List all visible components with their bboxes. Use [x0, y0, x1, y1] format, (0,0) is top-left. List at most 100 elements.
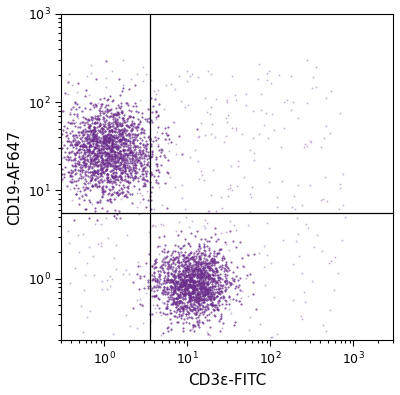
Point: [91, 132, 97, 138]
Point: [211, 296, 217, 302]
Point: [126, 166, 132, 173]
Point: [74, 188, 80, 194]
Point: [185, 250, 191, 257]
Point: [184, 254, 190, 260]
Point: [204, 257, 210, 263]
Point: [98, 170, 105, 177]
Point: [218, 257, 225, 263]
Point: [177, 280, 183, 286]
Point: [82, 135, 89, 141]
Point: [176, 310, 182, 317]
Point: [288, 107, 294, 113]
Point: [98, 161, 104, 167]
Point: [165, 324, 171, 331]
Point: [194, 273, 201, 279]
Point: [129, 191, 136, 197]
Point: [102, 157, 108, 163]
Point: [203, 256, 209, 263]
Point: [44, 118, 50, 124]
Point: [336, 206, 342, 213]
Point: [108, 106, 114, 112]
Point: [189, 270, 195, 276]
Point: [307, 137, 313, 144]
Point: [72, 155, 78, 162]
Point: [226, 301, 232, 307]
Point: [144, 168, 150, 174]
Point: [97, 162, 104, 168]
Point: [94, 123, 100, 130]
Point: [73, 119, 80, 126]
Point: [57, 130, 64, 136]
Point: [202, 280, 208, 286]
Point: [82, 164, 88, 170]
Point: [121, 150, 127, 156]
Point: [100, 160, 107, 167]
Point: [178, 305, 184, 311]
Point: [87, 178, 93, 184]
Point: [109, 127, 116, 134]
Point: [212, 225, 218, 231]
Point: [67, 120, 74, 127]
Point: [181, 292, 187, 298]
Point: [211, 291, 217, 297]
Point: [106, 129, 113, 135]
Point: [192, 269, 198, 275]
Point: [130, 175, 136, 181]
Point: [217, 290, 224, 297]
Point: [202, 303, 208, 310]
Point: [146, 310, 153, 317]
Point: [186, 277, 192, 283]
Point: [76, 153, 82, 159]
Point: [108, 157, 114, 164]
Point: [93, 142, 99, 149]
Point: [132, 153, 138, 159]
Point: [195, 267, 201, 273]
Point: [191, 260, 197, 267]
Point: [140, 141, 146, 147]
Point: [140, 142, 147, 149]
Point: [214, 280, 221, 287]
Point: [128, 150, 135, 156]
Point: [192, 305, 199, 311]
Point: [149, 271, 155, 278]
Point: [112, 152, 118, 158]
Point: [116, 179, 123, 185]
Point: [172, 267, 179, 274]
Point: [148, 141, 154, 147]
Point: [215, 274, 221, 280]
Point: [146, 229, 152, 235]
Point: [122, 160, 129, 166]
Point: [198, 284, 205, 290]
Point: [207, 258, 214, 264]
Point: [181, 273, 187, 279]
Point: [73, 150, 79, 156]
Point: [117, 154, 123, 160]
Point: [118, 132, 124, 139]
Point: [172, 313, 178, 320]
Point: [341, 214, 348, 220]
Point: [96, 147, 102, 153]
Point: [199, 285, 205, 291]
Point: [183, 258, 190, 264]
Point: [169, 277, 175, 283]
Point: [91, 146, 97, 152]
Point: [196, 312, 202, 318]
Point: [143, 143, 149, 149]
Point: [102, 157, 108, 164]
Point: [196, 294, 202, 300]
Point: [195, 292, 201, 298]
Point: [212, 303, 218, 310]
Point: [294, 115, 301, 121]
Point: [119, 126, 125, 132]
Point: [220, 282, 226, 288]
Point: [200, 292, 206, 298]
Point: [127, 149, 133, 155]
Point: [320, 322, 326, 328]
Point: [207, 275, 213, 281]
Point: [212, 283, 218, 290]
Point: [90, 126, 97, 132]
Point: [209, 121, 216, 127]
Point: [119, 129, 126, 135]
Point: [189, 277, 195, 283]
Point: [199, 260, 205, 267]
